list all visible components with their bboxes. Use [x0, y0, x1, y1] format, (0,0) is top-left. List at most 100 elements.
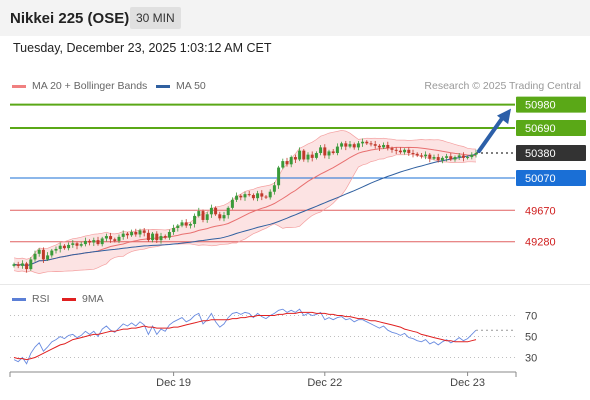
candle-body [167, 232, 171, 238]
candle-body [79, 244, 83, 246]
candle [117, 234, 121, 244]
candle-body [432, 157, 436, 159]
candle-body [415, 153, 419, 156]
candle-body [272, 185, 276, 192]
candle [113, 237, 117, 243]
candle-body [247, 194, 251, 196]
candle-body [470, 154, 474, 158]
ma50-line [13, 153, 477, 267]
bollinger-lower [13, 153, 477, 274]
candle [121, 230, 125, 240]
candle [12, 262, 16, 268]
candle [193, 213, 197, 228]
candle [373, 140, 377, 149]
candle-body [214, 207, 218, 215]
candle-body [83, 240, 87, 245]
candle [365, 140, 369, 145]
candle [88, 239, 92, 246]
candle-body [453, 157, 457, 160]
candle [172, 224, 176, 235]
candle [218, 211, 222, 221]
candle [109, 232, 113, 243]
candle-body [348, 144, 352, 147]
candle-body [369, 143, 373, 145]
candle [264, 194, 268, 199]
candle [310, 151, 314, 162]
candle-body [268, 191, 272, 198]
candle [230, 197, 234, 210]
time-label-1: Dec 22 [307, 377, 342, 389]
candle [352, 142, 356, 150]
candle-body [377, 145, 381, 148]
rsi-tick-30: 30 [525, 353, 537, 365]
candle [314, 151, 318, 160]
candle [403, 148, 407, 155]
candle [138, 228, 142, 238]
candle-body [428, 154, 432, 159]
candle-body [314, 153, 318, 158]
candle-body [176, 225, 180, 228]
candle-body [277, 167, 281, 186]
candle [419, 153, 423, 159]
candle-body [193, 215, 197, 224]
candle-body [260, 193, 264, 197]
candle-body [335, 146, 339, 154]
legend-ma50-label: MA 50 [176, 80, 206, 92]
legend-rsi: RSI [12, 293, 50, 305]
candle [209, 204, 213, 218]
candle-body [29, 259, 33, 270]
candle-body [16, 264, 20, 266]
candle-body [12, 264, 16, 266]
candle [184, 219, 188, 228]
candle-body [323, 147, 327, 156]
forecast-arrow-shaft [477, 113, 506, 154]
candle [470, 152, 474, 160]
candle-body [142, 230, 146, 233]
time-label-2: Dec 23 [450, 377, 485, 389]
candle [319, 144, 323, 156]
legend-ma20: MA 20 + Bollinger Bands [12, 80, 147, 92]
legend-9ma: 9MA [62, 293, 104, 305]
candle-body [239, 195, 243, 198]
timeframe-button[interactable]: 30 MIN [130, 7, 181, 29]
candle-body [88, 240, 92, 243]
candle-body [344, 143, 348, 147]
candle-body [130, 232, 134, 236]
candle-body [461, 155, 465, 158]
legend-rsi-label: RSI [32, 293, 50, 305]
candle-body [361, 141, 365, 144]
candle [214, 206, 218, 216]
candle-body [331, 151, 335, 154]
candle-body [319, 147, 323, 154]
candle [277, 165, 281, 189]
bollinger-band-fill [14, 130, 476, 274]
candle [188, 222, 192, 229]
candle [25, 261, 29, 273]
candle [369, 140, 373, 147]
candle [201, 209, 205, 223]
candle [247, 190, 251, 197]
candle [125, 232, 129, 239]
candle-body [159, 236, 163, 241]
candle-body [365, 141, 369, 144]
candle [239, 194, 243, 201]
candle-body [172, 227, 176, 233]
rsi-tick-50: 50 [525, 332, 537, 344]
candle-body [256, 193, 260, 199]
candle-body [117, 236, 121, 241]
candle-body [411, 153, 415, 155]
candle-body [205, 214, 209, 220]
candle [340, 141, 344, 150]
candle [411, 149, 415, 158]
candle [54, 246, 58, 254]
candle-body [104, 236, 108, 239]
candle [41, 247, 45, 263]
rsi-swatch [12, 297, 26, 301]
candle [20, 260, 24, 269]
candle-body [146, 232, 150, 241]
candle [268, 189, 272, 200]
candle-body [403, 149, 407, 153]
candle-body [184, 222, 188, 226]
candle-body [251, 194, 255, 199]
